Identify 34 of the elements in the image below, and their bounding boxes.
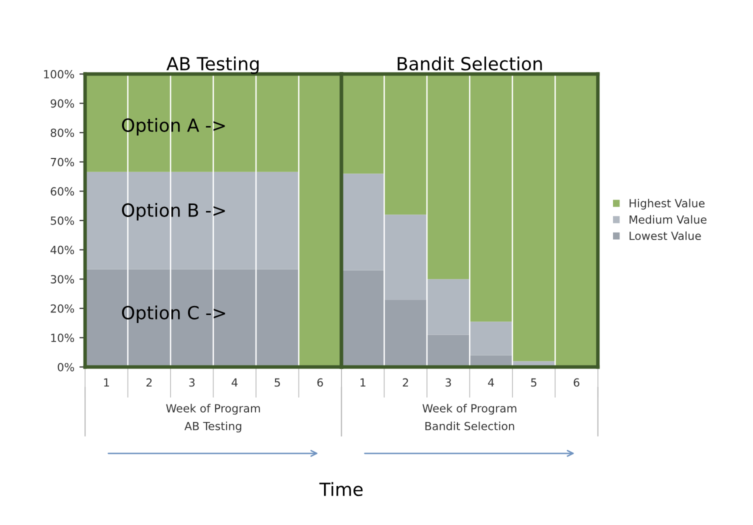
y-tick-label: 20% [50, 304, 74, 313]
y-tick-label: 40% [50, 246, 74, 254]
legend-label: Lowest Value [630, 231, 701, 240]
x-tick-label: 1 [360, 378, 366, 387]
text: Bandit Selection [425, 422, 514, 430]
legend-label: Medium Value [630, 215, 706, 224]
y-tick-label: 60% [50, 187, 74, 196]
x-axis-title: Week of Program [422, 404, 516, 415]
x-tick-label: 4 [488, 378, 494, 387]
x-tick-label: 5 [274, 378, 280, 387]
y-tick-label: 90% [50, 99, 74, 108]
x-tick-label: 6 [317, 378, 323, 387]
text: AB Testing [184, 422, 242, 432]
x-axis-title: Week of Program [166, 404, 260, 415]
x-tick-label: 3 [446, 378, 451, 387]
y-tick-label: 80% [50, 128, 74, 137]
x-tick-label: 6 [574, 378, 580, 387]
x-tick-label: 5 [531, 378, 536, 387]
y-tick-label: 30% [50, 275, 74, 284]
text: Time [319, 482, 363, 496]
x-tick-label: 2 [146, 378, 152, 387]
y-tick-label: 70% [50, 158, 74, 166]
y-tick-label: 10% [51, 334, 74, 342]
annotation: Option B -> [122, 202, 225, 220]
y-tick-label: 50% [50, 216, 74, 225]
x-tick-label: 1 [104, 378, 109, 387]
chart-title: AB Testing [166, 56, 259, 74]
x-tick-label: 3 [189, 378, 195, 387]
x-tick-label: 4 [232, 378, 238, 387]
chart-title: Bandit Selection [398, 56, 542, 71]
x-tick-label: 2 [402, 378, 408, 387]
y-tick-label: 0% [58, 362, 74, 372]
y-tick-label: 100% [44, 70, 74, 78]
legend-label: Highest Value [630, 198, 705, 210]
